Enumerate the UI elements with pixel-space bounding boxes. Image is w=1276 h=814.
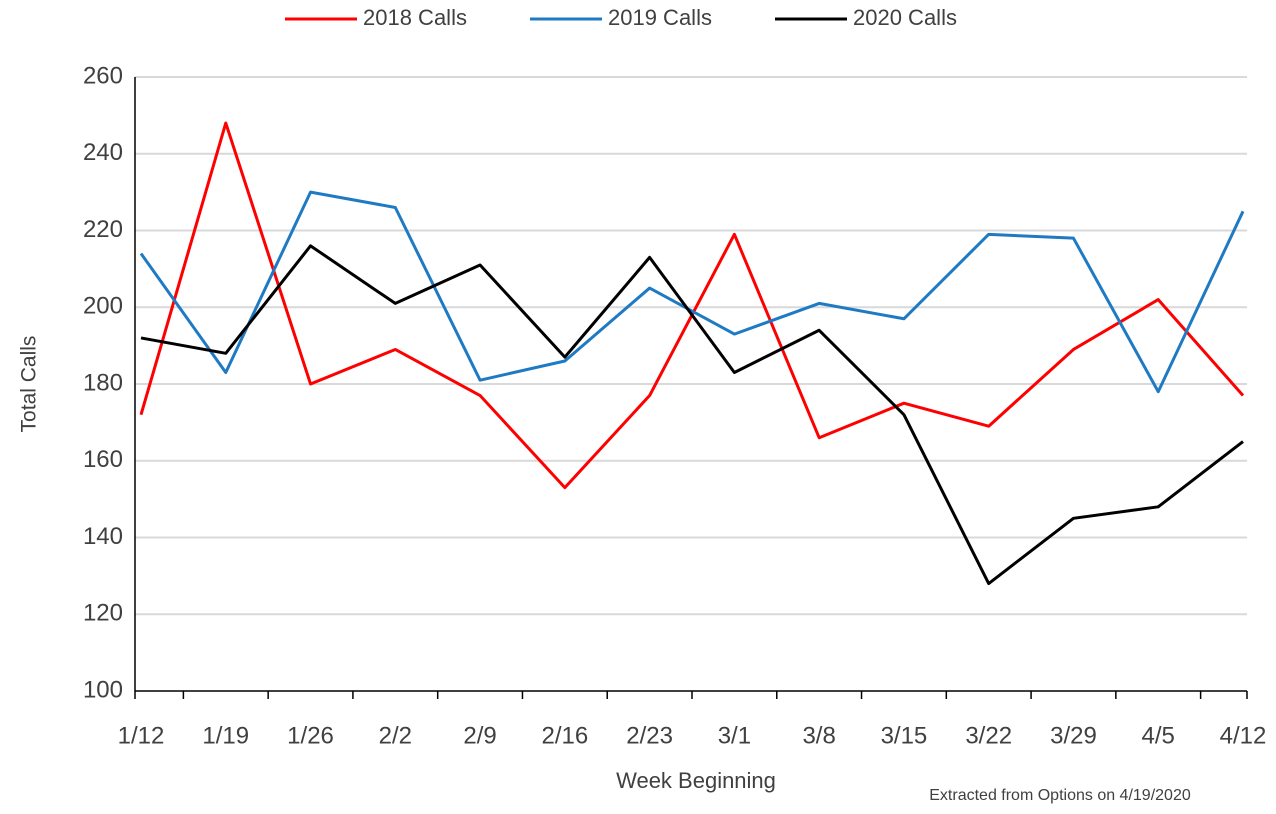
- x-tick-label: 2/2: [379, 722, 412, 749]
- line: [140, 244, 1244, 586]
- x-tick-label: 1/12: [118, 722, 165, 749]
- y-tick-label: 120: [83, 600, 123, 627]
- y-tick-label: 200: [83, 293, 123, 320]
- y-tick-label: 160: [83, 446, 123, 473]
- x-tick-label: 1/26: [287, 722, 334, 749]
- x-axis-label: Week Beginning: [616, 768, 776, 793]
- x-tick-label: 4/5: [1142, 722, 1175, 749]
- x-tick-label: 2/16: [541, 722, 588, 749]
- x-tick-label: 2/9: [463, 722, 496, 749]
- y-tick-label: 140: [83, 523, 123, 550]
- y-tick-label: 100: [83, 676, 123, 703]
- x-tick-label: 4/12: [1220, 722, 1267, 749]
- y-axis-label: Total Calls: [18, 336, 41, 433]
- x-tick-label: 3/22: [965, 722, 1012, 749]
- legend-label: 2019 Calls: [608, 5, 712, 30]
- line: [139, 121, 1245, 490]
- y-tick-label: 220: [83, 216, 123, 243]
- y-tick-label: 260: [83, 62, 123, 89]
- annotation: Extracted from Options on 4/19/2020: [929, 787, 1191, 804]
- line: [139, 190, 1245, 394]
- x-tick-label: 3/15: [881, 722, 928, 749]
- x-tick-label: 2/23: [626, 722, 673, 749]
- x-tick-label: 3/1: [718, 722, 751, 749]
- x-tick-label: 3/8: [802, 722, 835, 749]
- legend-label: 2018 Calls: [363, 5, 467, 30]
- x-tick-label: 3/29: [1050, 722, 1097, 749]
- x-tick-label: 1/19: [202, 722, 249, 749]
- legend-label: 2020 Calls: [853, 5, 957, 30]
- y-tick-label: 180: [83, 369, 123, 396]
- y-tick-label: 240: [83, 139, 123, 166]
